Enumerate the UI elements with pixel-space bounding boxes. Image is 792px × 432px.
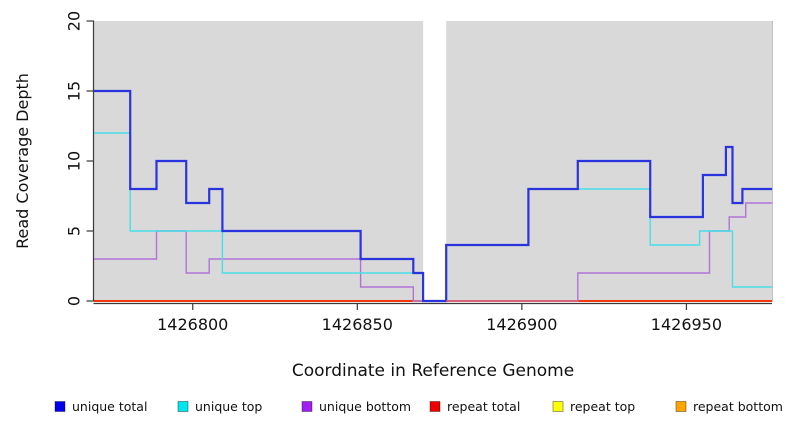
legend-swatch-repeat-total xyxy=(429,401,441,412)
legend-label-unique-total: unique total xyxy=(72,399,147,414)
legend-label-repeat-bottom: repeat bottom xyxy=(693,399,783,414)
y-tick-label: 5 xyxy=(65,226,84,236)
legend-label-unique-bottom: unique bottom xyxy=(319,399,411,414)
no-data-gap xyxy=(423,21,447,302)
legend-swatch-unique-top xyxy=(177,401,189,412)
y-tick-label: 10 xyxy=(65,151,84,171)
x-tick-label: 1426800 xyxy=(157,315,228,334)
legend-label-unique-top: unique top xyxy=(195,399,262,414)
x-tick-label: 1426900 xyxy=(486,315,557,334)
y-axis-title: Read Coverage Depth xyxy=(13,73,32,249)
y-tick-label: 15 xyxy=(65,81,84,101)
x-tick-label: 1426950 xyxy=(651,315,722,334)
legend-label-repeat-top: repeat top xyxy=(570,399,635,414)
x-axis-title: Coordinate in Reference Genome xyxy=(292,361,574,381)
y-tick-label: 0 xyxy=(65,296,84,306)
legend-label-repeat-total: repeat total xyxy=(447,399,520,414)
legend-swatch-unique-total xyxy=(54,401,66,412)
legend-swatch-unique-bottom xyxy=(301,401,313,412)
x-tick-label: 1426850 xyxy=(322,315,393,334)
legend-swatch-repeat-bottom xyxy=(675,401,687,412)
series-line-unique-total xyxy=(94,89,772,303)
series-line-unique-bottom xyxy=(94,202,772,302)
y-tick-label: 20 xyxy=(65,11,84,31)
legend-swatch-repeat-top xyxy=(552,401,564,412)
